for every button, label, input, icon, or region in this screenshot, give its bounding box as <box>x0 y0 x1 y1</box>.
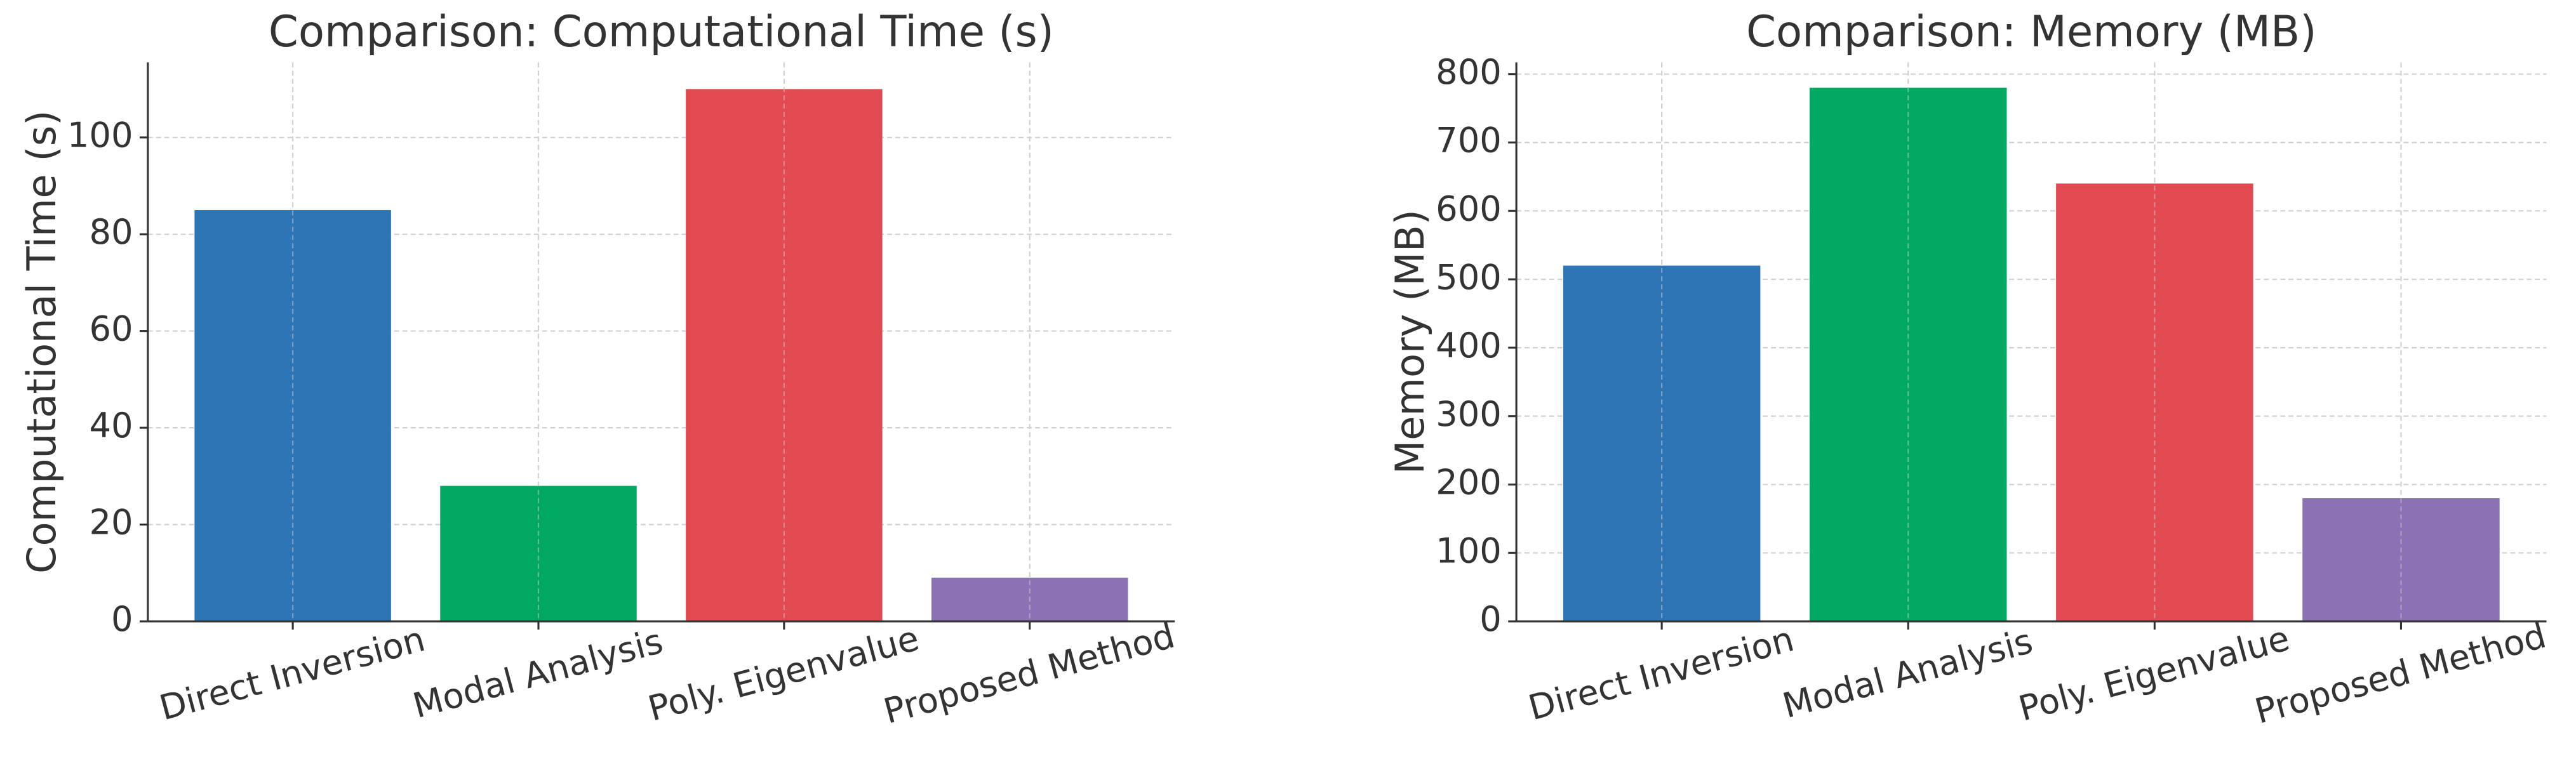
bar-chart: Comparison: Memory (MB) Memory (MB) 0 100 20… <box>1387 7 2550 732</box>
x-tick-label: Direct Inversion <box>1525 619 1798 728</box>
y-tick-label: 600 <box>1436 188 1502 228</box>
y-tick-label: 80 <box>89 212 133 252</box>
x-tick-label: Proposed Method <box>2251 616 2550 732</box>
x-tick-label: Modal Analysis <box>1779 621 2037 727</box>
y-tick-label: 0 <box>111 599 133 639</box>
x-tick-label: Proposed Method <box>879 616 1178 732</box>
y-tick-label: 100 <box>1436 531 1502 571</box>
y-axis-label: Memory (MB) <box>1387 209 1433 474</box>
y-tick-label: 400 <box>1436 326 1502 366</box>
y-tick-label: 200 <box>1436 463 1502 503</box>
y-tick-label: 500 <box>1436 257 1502 297</box>
y-tick-label: 100 <box>67 116 133 155</box>
y-tick-label: 300 <box>1436 394 1502 434</box>
x-tick-label: Modal Analysis <box>409 621 667 727</box>
y-axis-label: Computational Time (s) <box>18 110 65 574</box>
y-tick-label: 60 <box>89 309 133 349</box>
y-tick-label: 0 <box>1479 599 1502 639</box>
y-tick-label: 800 <box>1436 52 1502 92</box>
x-tick-label: Poly. Eigenvalue <box>644 618 923 729</box>
chart-title: Comparison: Memory (MB) <box>1746 7 2316 56</box>
bar-chart: Comparison: Computational Time (s) Comput… <box>18 7 1179 732</box>
y-tick-label: 700 <box>1436 121 1502 161</box>
x-tick-label: Poly. Eigenvalue <box>2015 618 2294 729</box>
x-tick-label: Direct Inversion <box>156 619 429 728</box>
chart-title: Comparison: Computational Time (s) <box>269 7 1054 56</box>
y-tick-label: 20 <box>89 503 133 543</box>
y-tick-label: 40 <box>89 406 133 446</box>
